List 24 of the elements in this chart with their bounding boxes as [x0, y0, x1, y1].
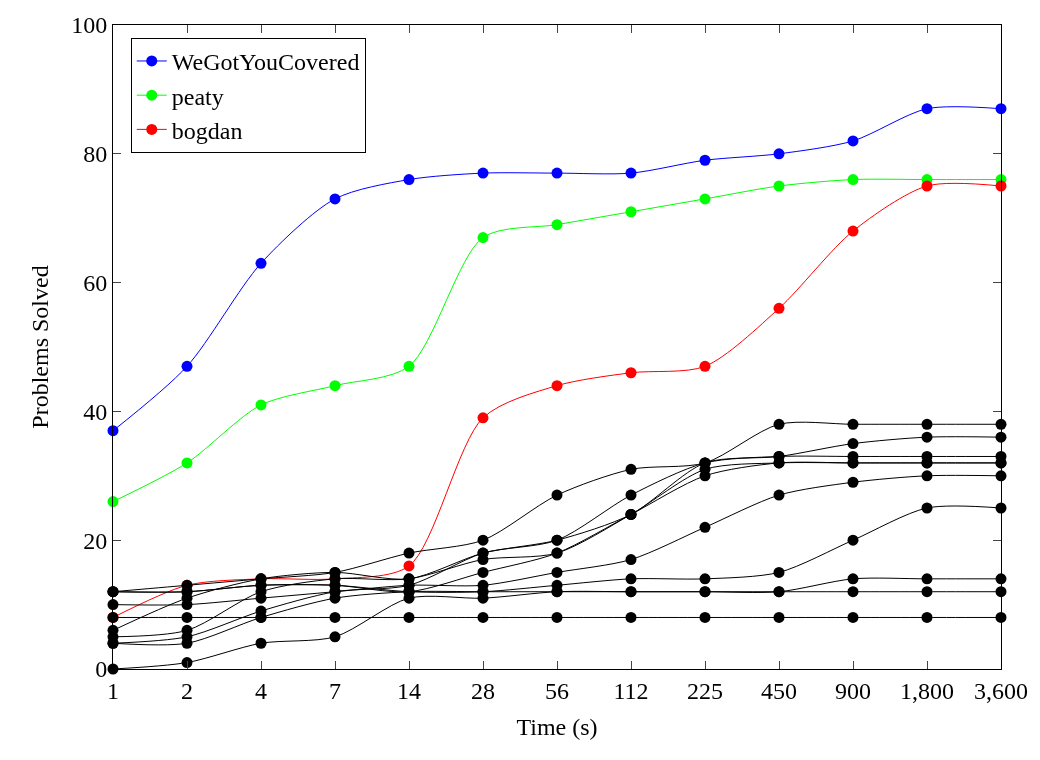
x-tick-label: 28 [471, 677, 495, 704]
x-tick-label: 1 [107, 677, 119, 704]
y-tick-label: 80 [83, 141, 108, 168]
legend-label: peaty [171, 83, 224, 110]
x-tick-label: 3,600 [974, 677, 1028, 704]
y-tick-label: 0 [95, 656, 108, 683]
x-tick-label: 450 [761, 677, 797, 704]
x-tick-label: 2 [181, 677, 193, 704]
x-tick-label: 56 [545, 677, 569, 704]
x-tick-label: 4 [255, 677, 267, 704]
y-tick-label: 40 [83, 398, 108, 425]
y-tick-label: 100 [71, 12, 108, 39]
x-tick-label: 112 [613, 677, 649, 704]
x-tick-label: 7 [329, 677, 341, 704]
x-tick-label: 14 [397, 677, 421, 704]
legend-label: WeGotYouCovered [171, 49, 360, 76]
y-tick-label: 20 [83, 527, 108, 554]
x-tick-label: 225 [687, 677, 723, 704]
x-axis-title: Time (s) [516, 714, 598, 741]
x-tick-label: 1,800 [900, 677, 954, 704]
y-tick-label: 60 [83, 270, 108, 296]
x-tick-label: 900 [835, 677, 871, 704]
y-axis-title: Problems Solved [27, 265, 54, 429]
legend-label: bogdan [171, 117, 243, 144]
